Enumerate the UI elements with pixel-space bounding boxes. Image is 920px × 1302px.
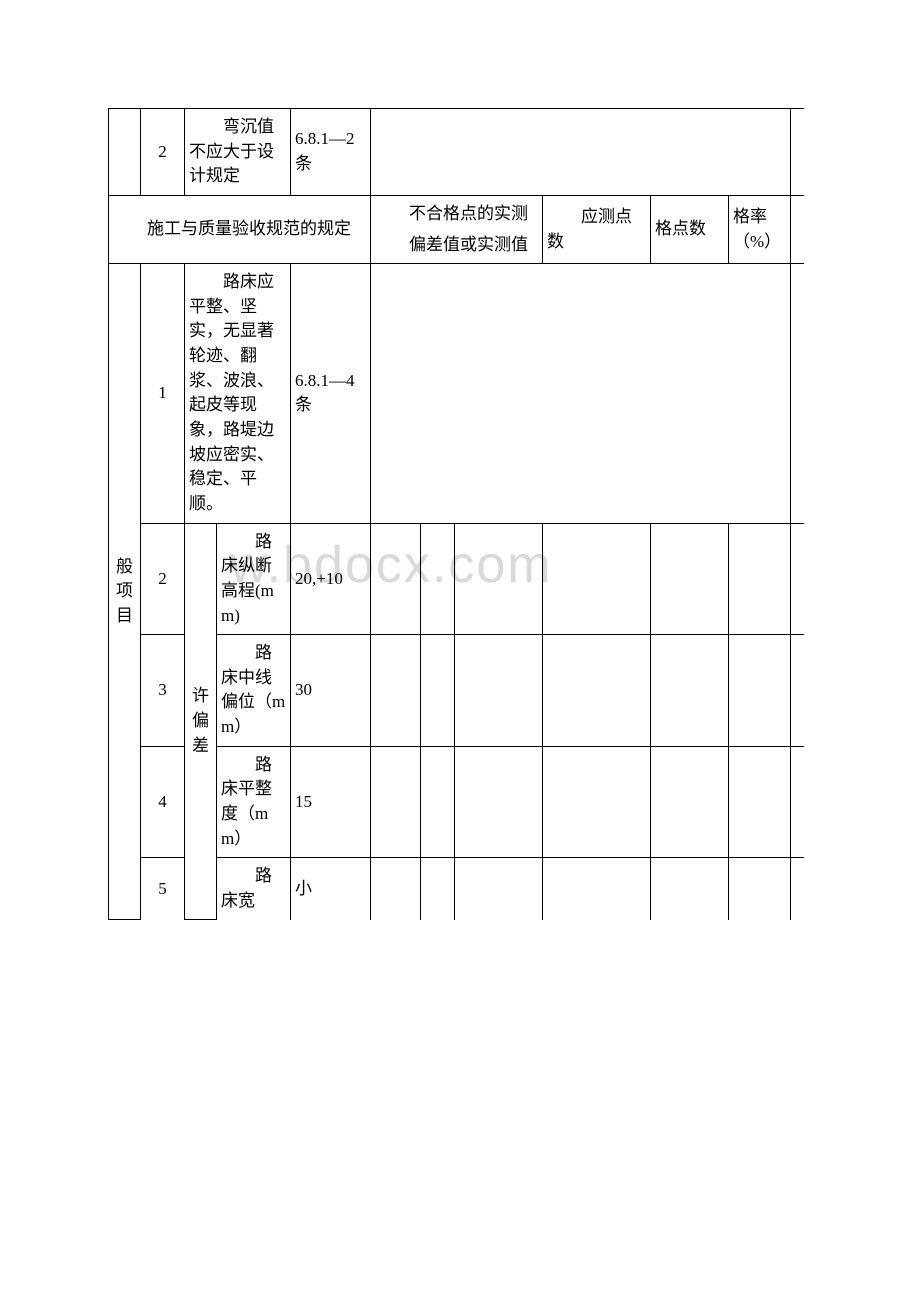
cell-blank [651, 635, 729, 747]
cell-num: 4 [141, 746, 185, 858]
cell-header-deviation: 不合格点的实测 偏差值或实测值 [371, 195, 543, 263]
cell-item: 路床中线偏位（mm） [217, 635, 291, 747]
table-row: 2 许偏差 路床纵断高程(mm) 20,+10 [109, 523, 804, 635]
cell-blank [651, 858, 729, 920]
cell-blank [371, 523, 421, 635]
cell-edge [791, 195, 804, 263]
cell-num: 5 [141, 858, 185, 920]
cell-blank [421, 635, 455, 747]
cell-blank-wide [371, 264, 791, 523]
cell-edge [791, 109, 804, 196]
document-table-wrapper: 2 弯沉值不应大于设计规定 6.8.1—2条 施工与质量验收规范的规定 不合格点… [108, 108, 803, 920]
cell-desc: 弯沉值不应大于设计规定 [185, 109, 291, 196]
cell-blank [729, 635, 791, 747]
cell-section-label: 般项目 [109, 264, 141, 920]
cell-val: 15 [291, 746, 371, 858]
cell-blank [455, 523, 543, 635]
cell-val: 30 [291, 635, 371, 747]
cell-blank [371, 858, 421, 920]
cell-header-pass-rate: 格率（%） [729, 195, 791, 263]
cell-edge [791, 858, 804, 920]
cell-blank [455, 858, 543, 920]
cell-blank [543, 746, 651, 858]
cell-blank [421, 523, 455, 635]
cell-blank [109, 109, 141, 196]
cell-blank [421, 746, 455, 858]
header-dev-line1: 不合格点的实测 [375, 202, 538, 227]
table-row: 2 弯沉值不应大于设计规定 6.8.1—2条 [109, 109, 804, 196]
table-row: 般项目 1 路床应平整、坚实，无显著轮迹、翻浆、波浪、起皮等现象，路堤边坡应密实… [109, 264, 804, 523]
cell-edge [791, 635, 804, 747]
cell-blank [455, 746, 543, 858]
cell-blank [729, 746, 791, 858]
cell-edge [791, 523, 804, 635]
cell-blank-wide [371, 109, 791, 196]
cell-num: 2 [141, 523, 185, 635]
cell-num: 3 [141, 635, 185, 747]
cell-blank [651, 523, 729, 635]
cell-num: 1 [141, 264, 185, 523]
cell-header-pass-points: 格点数 [651, 195, 729, 263]
cell-item: 路床平整度（mm） [217, 746, 291, 858]
cell-tolerance-label: 许偏差 [185, 523, 217, 919]
cell-blank [371, 635, 421, 747]
table-header-row: 施工与质量验收规范的规定 不合格点的实测 偏差值或实测值 应测点数 格点数 格率… [109, 195, 804, 263]
cell-val: 小 [291, 858, 371, 920]
cell-item: 路床纵断高程(mm) [217, 523, 291, 635]
cell-header-left: 施工与质量验收规范的规定 [109, 195, 371, 263]
cell-blank [543, 635, 651, 747]
cell-val: 20,+10 [291, 523, 371, 635]
cell-edge [791, 264, 804, 523]
cell-blank [729, 523, 791, 635]
cell-blank [421, 858, 455, 920]
cell-blank [543, 858, 651, 920]
cell-desc: 路床应平整、坚实，无显著轮迹、翻浆、波浪、起皮等现象，路堤边坡应密实、稳定、平顺… [185, 264, 291, 523]
cell-clause: 6.8.1—4条 [291, 264, 371, 523]
cell-clause: 6.8.1—2条 [291, 109, 371, 196]
cell-blank [371, 746, 421, 858]
header-dev-line2: 偏差值或实测值 [375, 233, 538, 258]
cell-header-points: 应测点数 [543, 195, 651, 263]
cell-blank [543, 523, 651, 635]
cell-blank [455, 635, 543, 747]
cell-blank [651, 746, 729, 858]
cell-num: 2 [141, 109, 185, 196]
cell-item: 路床宽 [217, 858, 291, 920]
cell-edge [791, 746, 804, 858]
inspection-table: 2 弯沉值不应大于设计规定 6.8.1—2条 施工与质量验收规范的规定 不合格点… [108, 108, 804, 920]
cell-blank [729, 858, 791, 920]
